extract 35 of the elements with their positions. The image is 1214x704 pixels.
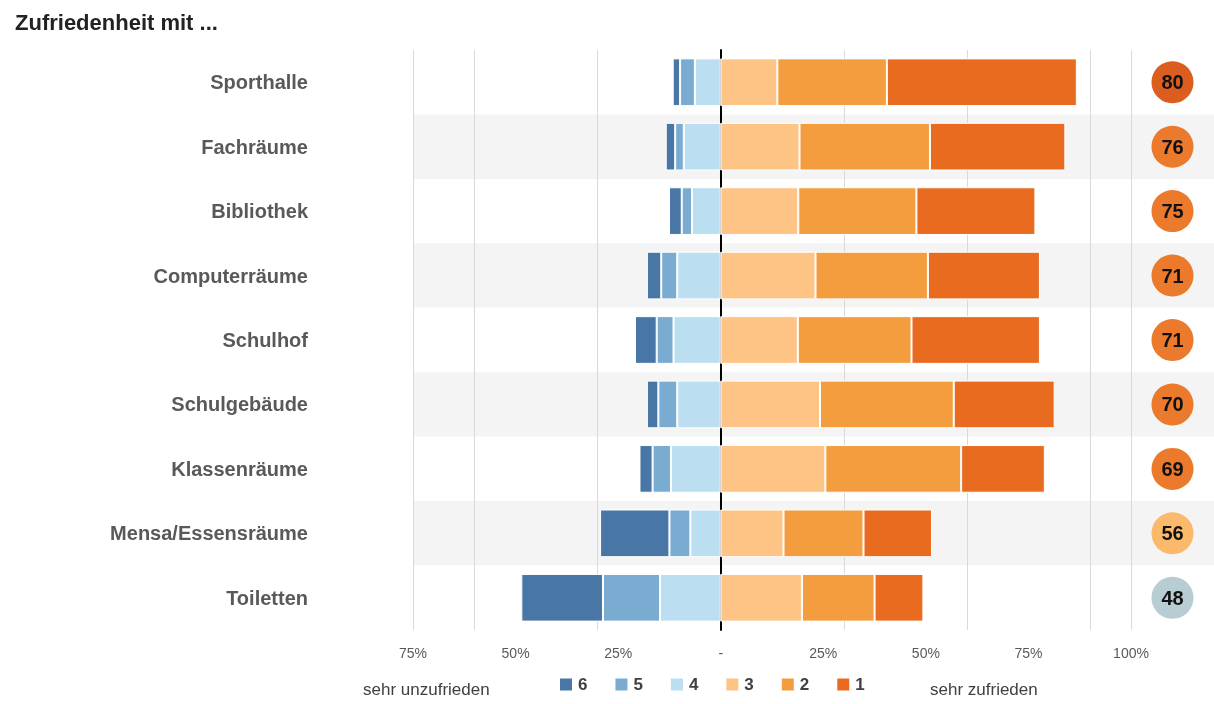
x-tick-label: 75%	[398, 645, 428, 661]
y-tick-label: Computerräume	[153, 264, 308, 287]
x-tick-label: 50%	[911, 645, 940, 661]
y-tick-label: Klassenräume	[171, 457, 308, 480]
text: sehr unzufrieden	[363, 680, 490, 699]
x-tick-label: 100%	[1113, 645, 1149, 661]
text: 71	[1161, 264, 1184, 287]
legend-label: 6	[578, 675, 588, 694]
legend-label: 3	[744, 675, 754, 694]
legend-label: 4	[688, 675, 699, 694]
text: 71	[1161, 329, 1184, 351]
x-tick-label: 25%	[604, 645, 633, 661]
y-tick-label: Sporthalle	[210, 71, 308, 94]
legend-label: 5	[633, 675, 643, 694]
text: sehr zufrieden	[930, 680, 1038, 699]
text: 75	[1161, 200, 1184, 223]
x-tick-label: 75%	[1014, 645, 1043, 661]
text: 76	[1161, 135, 1184, 158]
y-tick-label: Schulhof	[222, 329, 309, 351]
x-tick-label: 25%	[809, 645, 838, 661]
legend-label: 2	[799, 675, 810, 694]
legend-label: 1	[855, 675, 865, 694]
text: 80	[1161, 71, 1184, 94]
text: 56	[1161, 522, 1184, 545]
text: Zufriedenheit mit ...	[15, 9, 218, 35]
y-tick-label: Mensa/Essensräume	[110, 522, 308, 545]
x-tick-label: 50%	[501, 645, 530, 661]
y-tick-label: Fachräume	[201, 135, 308, 158]
text: 70	[1161, 393, 1184, 416]
text: 69	[1161, 457, 1184, 480]
y-tick-label: Schulgebäude	[171, 393, 308, 416]
y-tick-label: Toiletten	[226, 586, 308, 609]
x-tick-label: -	[718, 645, 724, 661]
y-tick-label: Bibliothek	[211, 200, 309, 223]
text: 48	[1161, 586, 1184, 609]
